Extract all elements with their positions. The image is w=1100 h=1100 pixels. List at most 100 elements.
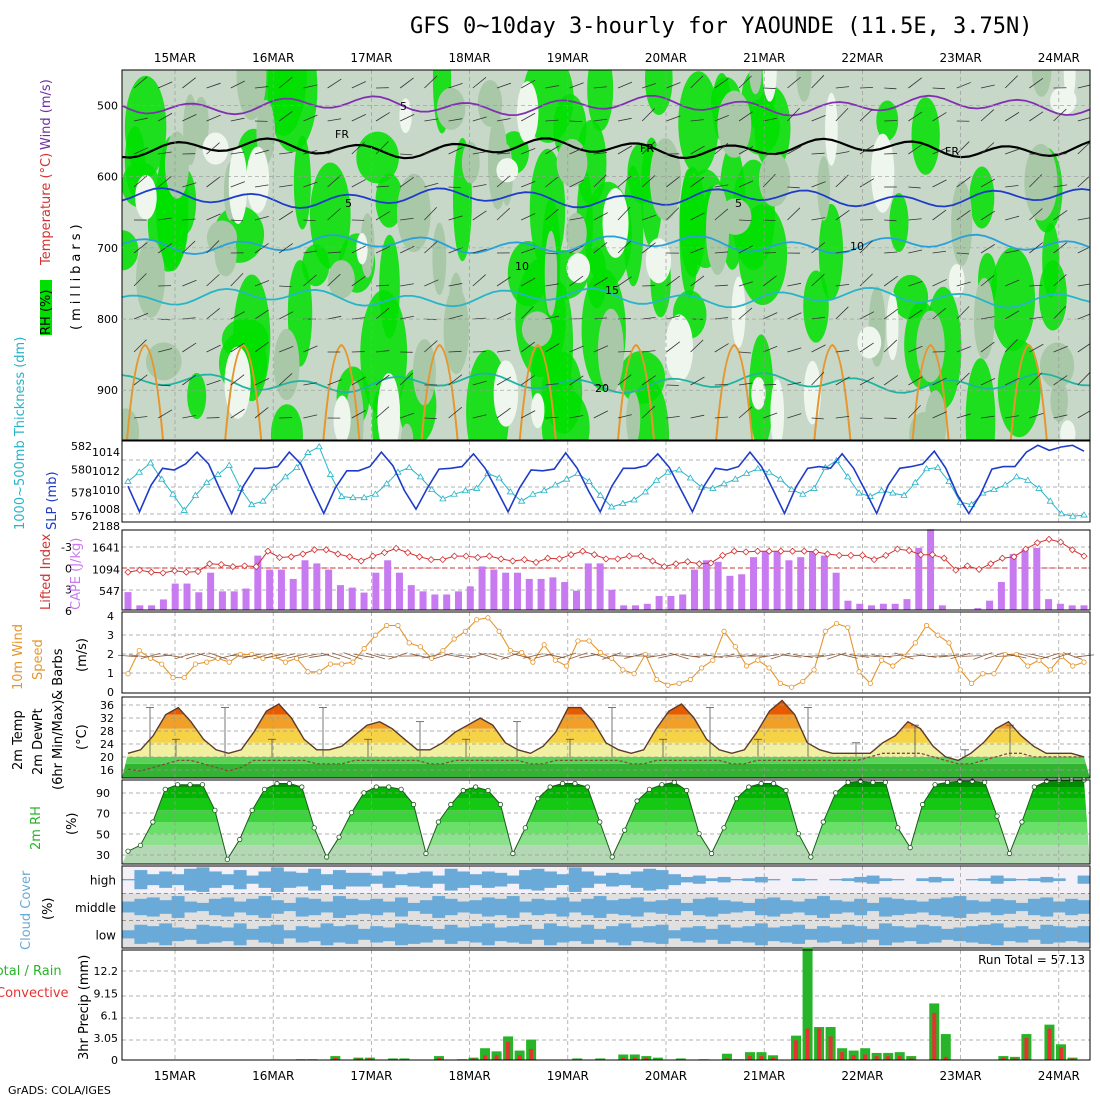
wind-barb — [883, 275, 898, 287]
slp-y-tick: 1014 — [92, 446, 120, 459]
wind-barb — [617, 117, 632, 122]
cloud-cell — [543, 923, 557, 946]
contour-label: 5 — [400, 100, 407, 113]
cloud-cell — [308, 898, 322, 916]
temp-label-c: (6hr Min/Max) — [51, 700, 66, 790]
cloud-cell — [345, 898, 359, 916]
wind-barb — [157, 409, 173, 419]
wind-barb — [569, 120, 582, 123]
li-point — [334, 550, 342, 558]
cape-bar — [561, 582, 569, 610]
wind-barb — [666, 416, 680, 419]
thickness-point — [1080, 511, 1088, 518]
cape-bar — [773, 550, 781, 610]
wind-barb — [400, 283, 414, 287]
li-point — [520, 556, 528, 564]
cape-li-panel: -3 0 3 6 2188 1641 1094 547 — [61, 520, 1091, 618]
wind-barb — [763, 87, 776, 89]
thickness-point — [641, 488, 650, 495]
date-label: 17MAR — [350, 1069, 392, 1083]
precip-conv-bar — [1058, 1047, 1063, 1060]
rh-high-blob — [529, 148, 566, 271]
cloud-cell — [792, 878, 806, 882]
rh-point — [584, 784, 590, 790]
li-point — [171, 567, 179, 575]
cloud-cell — [903, 900, 917, 914]
date-label: 18MAR — [449, 1069, 491, 1083]
cloud-cell — [432, 928, 446, 940]
wind-barb — [835, 107, 849, 122]
rh-high-blob — [990, 247, 1036, 351]
wind-speed-point — [282, 659, 289, 665]
wind-barb — [1040, 652, 1060, 660]
thickness-line — [127, 446, 1085, 517]
rh-mid-blob — [649, 138, 682, 221]
wind-barb — [117, 654, 139, 658]
rh-point — [932, 782, 938, 788]
wind-barb — [787, 76, 801, 89]
thickness-y-tick: 578 — [71, 487, 92, 500]
cloud-cell — [754, 923, 768, 946]
wind-barb — [478, 652, 498, 660]
wind-barb — [956, 306, 970, 320]
rh-bands — [122, 780, 1090, 864]
credit-text: GrADS: COLA/IGES — [8, 1084, 111, 1097]
rh-point — [559, 780, 566, 787]
thickness-point — [326, 470, 335, 477]
cloud-unit: (%) — [41, 898, 56, 921]
cloud-cell — [531, 868, 545, 891]
wind-barb — [521, 247, 536, 254]
wind-barb — [545, 343, 560, 353]
wind-barb — [206, 142, 220, 155]
wind-barb — [158, 348, 173, 353]
wind-barb — [309, 654, 330, 658]
wind-barb — [448, 247, 463, 254]
cloud-cell — [531, 928, 545, 940]
li-point — [987, 560, 995, 568]
rh-point — [919, 801, 926, 808]
rh-point — [361, 790, 367, 796]
wind-barb — [279, 151, 293, 155]
wind-speed-point — [1047, 667, 1053, 673]
thickness-point — [720, 480, 728, 487]
wind-barb — [641, 141, 656, 155]
cloud-cell — [320, 923, 334, 946]
rh-low-blob — [770, 379, 785, 440]
wind-barb — [781, 654, 802, 658]
wind-barb — [133, 273, 147, 287]
rh-point — [473, 784, 479, 790]
li-point — [264, 547, 272, 555]
cloud-cell — [345, 924, 359, 944]
thickness-point — [337, 492, 346, 499]
precip-conv-bar — [932, 1012, 937, 1060]
wind-barb — [859, 240, 873, 254]
cape-bar — [785, 560, 793, 610]
wind-barb — [569, 82, 584, 89]
precip-total-bar — [618, 1054, 629, 1060]
cloud-cell — [754, 898, 768, 916]
warm-contour — [420, 343, 459, 440]
wind-barb — [278, 110, 293, 122]
rh-high-blob — [969, 166, 995, 229]
li-point — [812, 548, 820, 556]
wind-barb — [1004, 112, 1020, 122]
wind-barb — [254, 309, 269, 320]
rh-mid-blob — [487, 115, 508, 210]
cloud-cell — [270, 900, 284, 914]
wind-barb — [320, 652, 341, 660]
wind-barb — [849, 654, 870, 658]
temp-y-tick: 28 — [100, 725, 114, 738]
wind-barb — [140, 652, 161, 660]
cloud-cell — [965, 926, 979, 943]
precip-conv-bar — [747, 1056, 752, 1060]
cloud-cell — [419, 926, 433, 943]
wind-barb — [884, 153, 898, 155]
cloud-cell — [221, 927, 235, 942]
cape-label: CAPE (J/kg) — [69, 538, 84, 610]
cloud-cell — [308, 868, 322, 891]
cape-bar — [502, 572, 510, 610]
wind-barb — [545, 315, 560, 320]
rh-point — [671, 779, 677, 785]
rh-point — [423, 850, 429, 857]
li-point — [637, 552, 645, 560]
